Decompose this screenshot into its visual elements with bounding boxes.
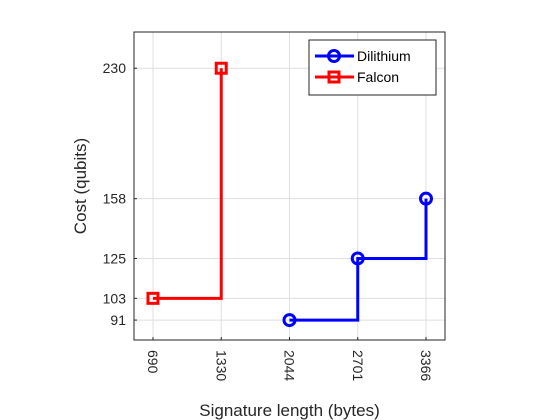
x-tick-label: 2701: [350, 350, 366, 381]
x-tick-label: 3366: [418, 350, 434, 381]
y-tick-label: 230: [103, 60, 127, 76]
legend-dilithium-marker: [327, 49, 341, 63]
falcon-point: [146, 291, 160, 305]
y-tick-label: 103: [103, 290, 127, 306]
x-tick-label: 1330: [213, 350, 229, 381]
y-tick-label: 158: [103, 191, 127, 207]
legend-falcon-marker: [327, 70, 341, 84]
y-tick-label: 91: [110, 312, 126, 328]
dilithium-line: [289, 198, 428, 322]
x-axis-label: Signature length (bytes): [199, 401, 380, 420]
x-tick-label: 2044: [282, 350, 298, 381]
legend: Dilithium Falcon: [308, 39, 437, 96]
y-axis-label: Cost (qubits): [71, 138, 90, 234]
series-layer: [146, 61, 433, 328]
dilithium-point: [419, 191, 433, 206]
falcon-line: [153, 68, 223, 300]
y-tick-label: 125: [103, 250, 127, 266]
dilithium-point: [282, 313, 297, 328]
axis-ticks: 690 1330 2044 2701 3366 91 103 125 158 230: [103, 60, 434, 381]
legend-dilithium-label: Dilithium: [357, 48, 411, 64]
legend-box: [308, 39, 437, 96]
falcon-point: [214, 61, 228, 75]
legend-falcon-label: Falcon: [357, 69, 399, 85]
dilithium-point: [350, 251, 365, 266]
x-tick-label: 690: [145, 350, 161, 374]
